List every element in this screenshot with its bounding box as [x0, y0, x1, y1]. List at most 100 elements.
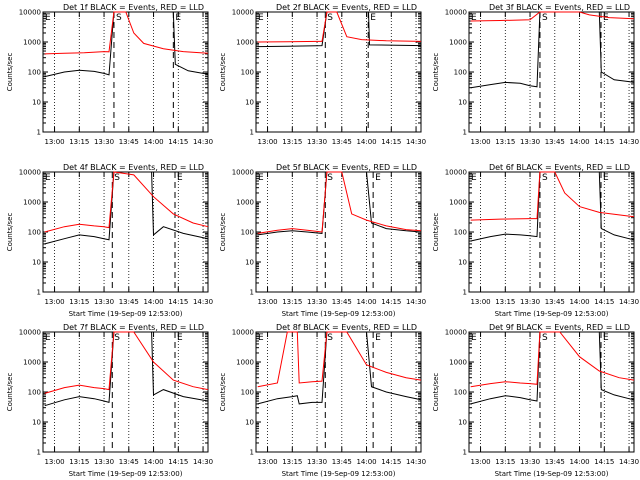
x-tick-label: 14:15	[594, 458, 614, 466]
event-marker-label: E	[45, 333, 51, 343]
y-tick-label: 100	[28, 69, 41, 77]
y-tick-label: 10000	[19, 329, 41, 337]
detector-panel-2: Det 2f BLACK = Events, RED = LLD Counts/s…	[219, 3, 426, 146]
event-marker-label: E	[177, 173, 183, 183]
y-tick-label: 1	[250, 129, 254, 137]
x-tick-label: 13:00	[470, 458, 490, 466]
y-axis-label: Counts/sec	[6, 213, 14, 252]
x-tick-label: 13:00	[257, 138, 277, 146]
event-marker-label: E	[471, 173, 477, 183]
event-marker-label: S	[542, 173, 548, 183]
x-tick-label: 14:00	[569, 138, 589, 146]
x-tick-label: 14:30	[406, 458, 426, 466]
x-tick-label: 13:15	[495, 458, 515, 466]
y-tick-label: 1	[250, 289, 254, 297]
series-line-lld	[44, 331, 209, 394]
x-tick-label: 13:15	[282, 298, 302, 306]
y-tick-label: 100	[454, 229, 467, 237]
event-marker-label: E	[175, 13, 181, 23]
y-tick-label: 100	[28, 389, 41, 397]
y-tick-label: 10000	[445, 9, 467, 17]
y-axis-label: Counts/sec	[219, 373, 227, 412]
detector-panel-8: Det 8f BLACK = Events, RED = LLD Counts/s…	[219, 323, 426, 478]
x-tick-label: 14:15	[168, 138, 188, 146]
x-tick-label: 13:15	[495, 298, 515, 306]
event-marker-label: E	[258, 13, 264, 23]
panel-title: Det 1f BLACK = Events, RED = LLD	[63, 3, 204, 12]
x-tick-label: 13:45	[332, 298, 352, 306]
x-tick-label: 13:00	[44, 138, 64, 146]
x-tick-label: 13:45	[332, 138, 352, 146]
x-tick-label: 13:00	[470, 138, 490, 146]
x-tick-label: 13:15	[69, 298, 89, 306]
x-tick-label: 14:15	[381, 298, 401, 306]
y-tick-label: 1	[250, 449, 254, 457]
event-marker-label: E	[603, 13, 609, 23]
detector-panel-6: Det 6f BLACK = Events, RED = LLD Counts/s…	[432, 163, 639, 318]
y-tick-label: 100	[454, 389, 467, 397]
x-tick-label: 13:30	[307, 298, 327, 306]
event-marker-label: E	[258, 333, 264, 343]
series-line-events	[257, 331, 422, 405]
x-tick-label: 14:15	[381, 458, 401, 466]
y-tick-label: 10	[245, 99, 254, 107]
y-tick-label: 10	[458, 419, 467, 427]
y-tick-label: 10	[458, 259, 467, 267]
series-line-events	[257, 11, 422, 48]
series-line-lld	[470, 11, 635, 22]
y-tick-label: 10	[32, 99, 41, 107]
y-axis-label: Counts/sec	[219, 53, 227, 92]
y-tick-label: 1000	[23, 359, 41, 367]
x-tick-label: 13:30	[94, 138, 114, 146]
x-tick-label: 14:00	[356, 458, 376, 466]
x-tick-label: 13:30	[94, 458, 114, 466]
x-tick-label: 13:45	[332, 458, 352, 466]
x-axis-label: Start Time (19-Sep-09 12:53:00)	[282, 310, 396, 318]
x-tick-label: 13:30	[307, 138, 327, 146]
x-tick-label: 14:30	[619, 138, 639, 146]
y-tick-label: 1000	[23, 39, 41, 47]
panel-title: Det 6f BLACK = Events, RED = LLD	[489, 163, 630, 172]
x-tick-label: 13:45	[119, 138, 139, 146]
x-tick-label: 13:45	[119, 458, 139, 466]
panel-title: Det 2f BLACK = Events, RED = LLD	[276, 3, 417, 12]
y-tick-label: 100	[241, 69, 254, 77]
series-line-lld	[470, 331, 635, 388]
y-tick-label: 1	[37, 129, 41, 137]
x-axis-label: Start Time (19-Sep-09 12:53:00)	[495, 470, 609, 478]
x-axis-label: Start Time (19-Sep-09 12:53:00)	[69, 470, 183, 478]
panel-title: Det 7f BLACK = Events, RED = LLD	[63, 323, 204, 332]
y-tick-label: 1000	[236, 199, 254, 207]
x-tick-label: 13:15	[282, 458, 302, 466]
event-marker-label: E	[45, 173, 51, 183]
x-tick-label: 14:00	[143, 458, 163, 466]
panel-title: Det 5f BLACK = Events, RED = LLD	[276, 163, 417, 172]
y-axis-label: Counts/sec	[6, 373, 14, 412]
x-tick-label: 13:30	[520, 138, 540, 146]
x-tick-label: 14:30	[406, 138, 426, 146]
event-marker-label: E	[603, 173, 609, 183]
detector-panel-4: Det 4f BLACK = Events, RED = LLD Counts/s…	[6, 163, 213, 318]
y-tick-label: 10	[245, 259, 254, 267]
y-axis-label: Counts/sec	[432, 373, 440, 412]
y-tick-label: 10	[32, 259, 41, 267]
x-tick-label: 14:00	[569, 458, 589, 466]
x-tick-label: 13:45	[545, 458, 565, 466]
y-tick-label: 10	[458, 99, 467, 107]
event-marker-label: E	[177, 333, 183, 343]
y-tick-label: 1000	[449, 359, 467, 367]
series-line-lld	[44, 171, 209, 233]
event-marker-label: E	[603, 333, 609, 343]
x-tick-label: 14:15	[168, 298, 188, 306]
x-tick-label: 14:00	[143, 298, 163, 306]
y-tick-label: 10000	[19, 9, 41, 17]
detector-panel-9: Det 9f BLACK = Events, RED = LLD Counts/s…	[432, 323, 639, 478]
x-tick-label: 14:00	[569, 298, 589, 306]
y-axis-label: Counts/sec	[432, 53, 440, 92]
y-tick-label: 1000	[236, 39, 254, 47]
x-tick-label: 13:00	[44, 458, 64, 466]
series-line-lld	[257, 331, 422, 388]
series-line-lld	[44, 11, 209, 55]
y-tick-label: 100	[454, 69, 467, 77]
